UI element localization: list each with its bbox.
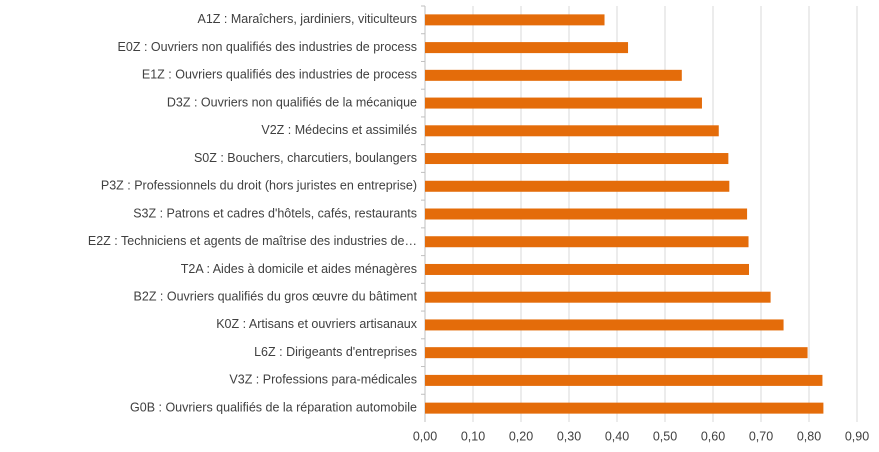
y-tick-label: D3Z : Ouvriers non qualifiés de la mécan… bbox=[167, 95, 417, 109]
bar bbox=[425, 125, 719, 137]
x-tick-label: 0,60 bbox=[701, 429, 725, 443]
bar bbox=[425, 42, 629, 54]
y-tick-label: V2Z : Médecins et assimilés bbox=[261, 123, 417, 137]
x-tick-label: 0,50 bbox=[653, 429, 677, 443]
bar bbox=[425, 374, 823, 386]
x-tick-label: 0,20 bbox=[509, 429, 533, 443]
x-tick-label: 0,70 bbox=[749, 429, 773, 443]
x-tick-label: 0,10 bbox=[461, 429, 485, 443]
y-tick-label: T2A : Aides à domicile et aides ménagère… bbox=[181, 262, 417, 276]
y-tick-label: S3Z : Patrons et cadres d'hôtels, cafés,… bbox=[133, 206, 417, 220]
bar bbox=[425, 14, 605, 26]
y-tick-label: V3Z : Professions para-médicales bbox=[229, 373, 417, 387]
bar bbox=[425, 180, 730, 192]
x-tick-label: 0,90 bbox=[845, 429, 869, 443]
bar bbox=[425, 153, 729, 165]
y-tick-label: E0Z : Ouvriers non qualifiés des industr… bbox=[118, 40, 417, 54]
bar bbox=[425, 263, 749, 275]
x-tick-label: 0,00 bbox=[413, 429, 437, 443]
x-tick-label: 0,80 bbox=[797, 429, 821, 443]
x-tick-label: 0,30 bbox=[557, 429, 581, 443]
y-tick-label: P3Z : Professionnels du droit (hors juri… bbox=[101, 179, 417, 193]
x-tick-label: 0,40 bbox=[605, 429, 629, 443]
y-tick-label: E1Z : Ouvriers qualifiés des industries … bbox=[142, 68, 417, 82]
bar bbox=[425, 236, 749, 248]
y-tick-label: L6Z : Dirigeants d'entreprises bbox=[254, 345, 417, 359]
y-tick-label: A1Z : Maraîchers, jardiniers, viticulteu… bbox=[197, 12, 417, 26]
y-tick-label: B2Z : Ouvriers qualifiés du gros œuvre d… bbox=[134, 289, 418, 303]
bar bbox=[425, 347, 808, 359]
y-tick-label: K0Z : Artisans et ouvriers artisanaux bbox=[216, 317, 418, 331]
y-tick-label: S0Z : Bouchers, charcutiers, boulangers bbox=[194, 151, 417, 165]
bar bbox=[425, 402, 824, 414]
bar bbox=[425, 208, 748, 220]
bar bbox=[425, 97, 702, 109]
bar bbox=[425, 69, 682, 81]
bar bbox=[425, 319, 784, 331]
y-tick-label: E2Z : Techniciens et agents de maîtrise … bbox=[88, 234, 417, 248]
bar bbox=[425, 291, 771, 303]
y-tick-label: G0B : Ouvriers qualifiés de la réparatio… bbox=[130, 400, 417, 414]
